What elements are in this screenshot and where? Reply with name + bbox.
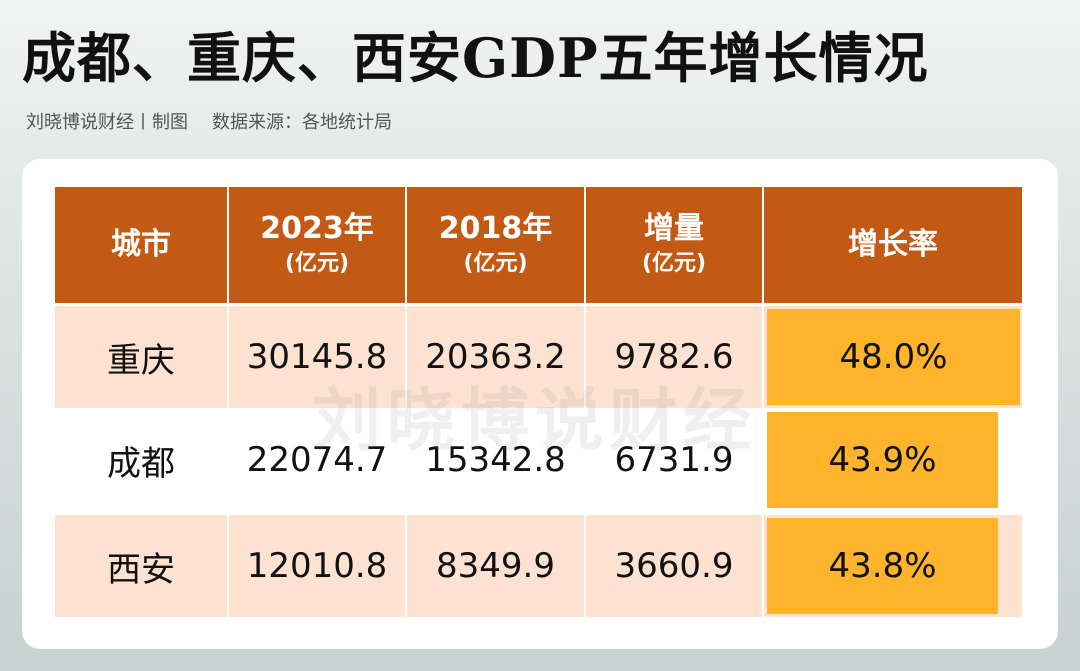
growth-bar: 48.0%: [767, 309, 1020, 405]
data-source: 数据来源：各地统计局: [212, 112, 392, 133]
table-cell: 西安: [55, 515, 227, 617]
gdp-value: 22074.7: [246, 440, 388, 480]
table-cell: 9782.6: [586, 306, 762, 408]
header-title: 增长率: [848, 227, 938, 262]
gdp-value: 30145.8: [246, 337, 388, 377]
table-cell: 重庆: [55, 306, 227, 408]
table-cell: 成都: [55, 409, 227, 511]
growth-bar: 43.9%: [767, 412, 998, 508]
table-cell: 8349.9: [407, 515, 584, 617]
gdp-value: 15342.8: [425, 440, 566, 480]
author-credit: 刘晓博说财经丨制图: [26, 112, 188, 133]
gdp-value: 9782.6: [614, 337, 734, 377]
header-title: 城市: [111, 227, 171, 262]
growth-bar: 43.8%: [767, 518, 998, 614]
header-title: 增量: [644, 211, 704, 246]
gdp-value: 6731.9: [614, 440, 734, 480]
table-cell: 20363.2: [407, 306, 584, 408]
city-name: 成都: [107, 443, 175, 484]
header-title: 2023年: [260, 211, 374, 246]
gdp-value: 8349.9: [436, 546, 555, 586]
header-unit: (亿元): [641, 251, 707, 276]
gdp-value: 20363.2: [425, 337, 566, 377]
header-cell: 增量 (亿元): [586, 187, 762, 303]
gdp-value: 12010.8: [246, 546, 388, 586]
header-unit: (亿元): [463, 251, 528, 276]
table-cell: 3660.9: [586, 515, 762, 617]
header-cell: 2018年 (亿元): [407, 187, 584, 303]
growth-label: 43.8%: [828, 546, 937, 586]
table-cell: 15342.8: [407, 409, 584, 511]
table-cell: 12010.8: [229, 515, 405, 617]
city-name: 西安: [107, 549, 175, 590]
table-cell: 6731.9: [586, 409, 762, 511]
header-unit: (亿元): [284, 251, 350, 276]
header-title: 2018年: [438, 211, 553, 246]
growth-label: 43.9%: [828, 440, 937, 480]
table-cell: 22074.7: [229, 409, 405, 511]
header-cell: 2023年 (亿元): [229, 187, 405, 303]
header-cell: 增长率: [764, 187, 1022, 303]
growth-label: 48.0%: [839, 337, 948, 377]
gdp-value: 3660.9: [614, 546, 734, 586]
page-title: 成都、重庆、西安GDP五年增长情况: [22, 26, 929, 90]
header-cell: 城市: [55, 187, 227, 303]
city-name: 重庆: [107, 340, 175, 381]
subtitle: 刘晓博说财经丨制图 数据来源：各地统计局: [26, 108, 392, 134]
table-cell: 30145.8: [229, 306, 405, 408]
